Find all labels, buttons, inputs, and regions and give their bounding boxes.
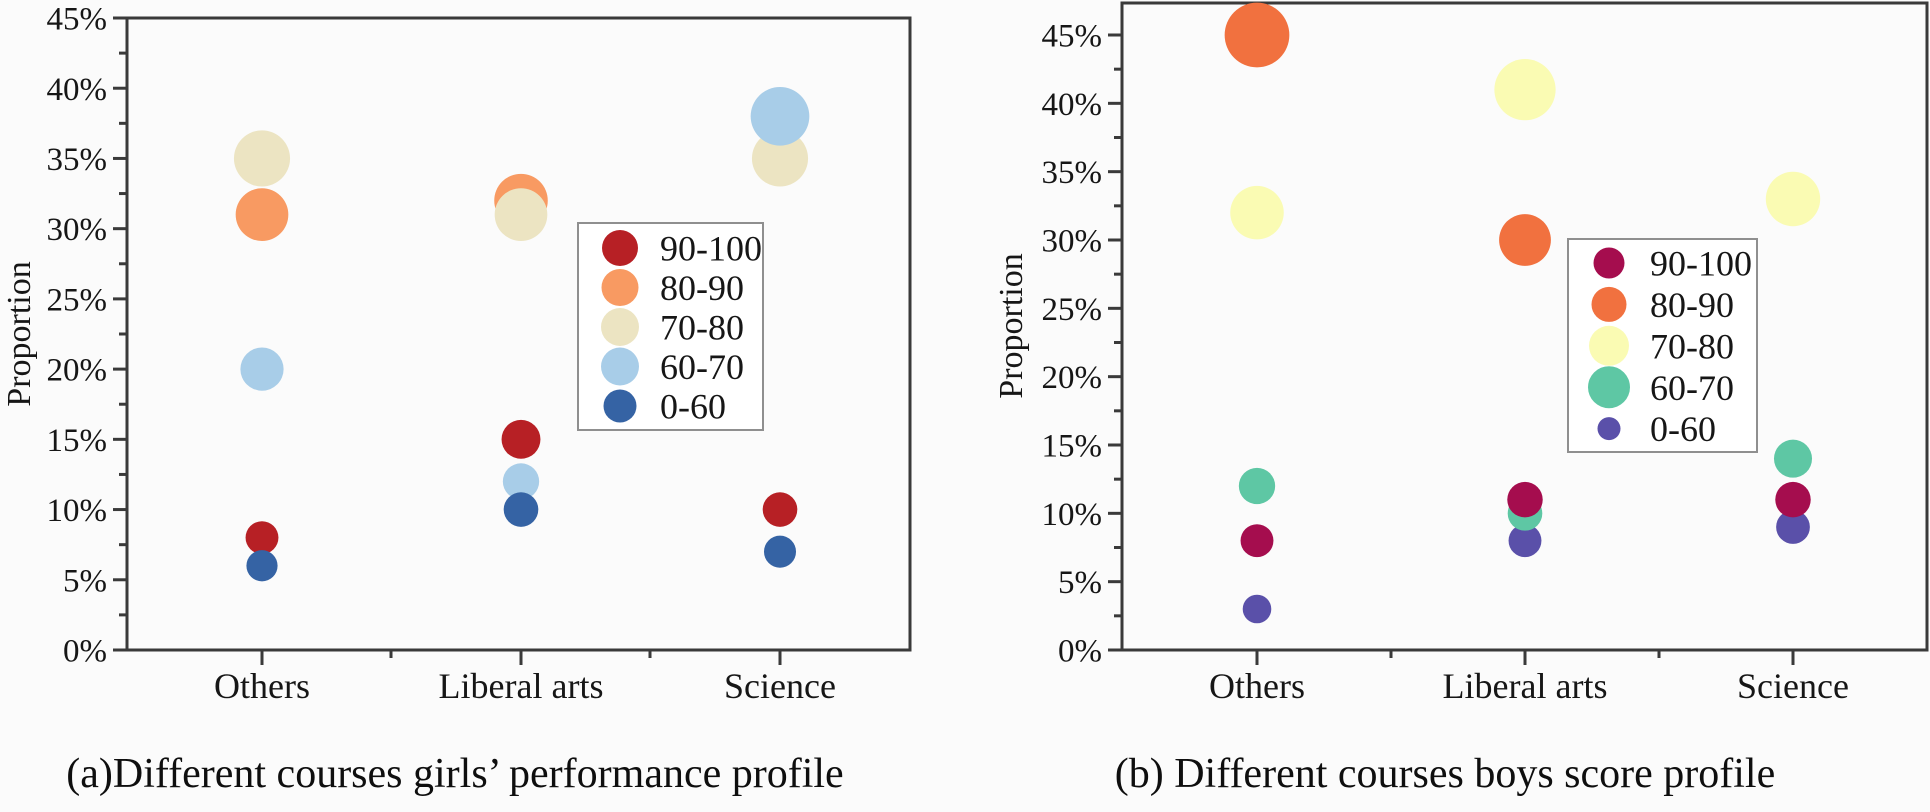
bubble-90-100-others bbox=[1240, 524, 1274, 558]
legend-swatch-90-100 bbox=[602, 230, 638, 266]
chart-b-caption: (b) Different courses boys score profile bbox=[1114, 751, 1776, 797]
y-tick-label: 10% bbox=[47, 493, 108, 529]
bubble-90-100-liberal-arts bbox=[501, 419, 541, 459]
y-tick-label: 5% bbox=[1058, 565, 1102, 601]
bubble-60-70-others bbox=[240, 347, 284, 391]
bubble-90-100-liberal-arts bbox=[1507, 481, 1543, 518]
bubble-70-80-liberal-arts bbox=[494, 188, 548, 241]
legend-swatch-60-70 bbox=[601, 347, 639, 386]
legend-label-60-70: 60-70 bbox=[1650, 368, 1734, 408]
legend-label-80-90: 80-90 bbox=[660, 268, 744, 308]
bubble-0-60-science bbox=[763, 535, 797, 568]
y-tick-label: 10% bbox=[1042, 497, 1103, 533]
y-axis-title: Proportion bbox=[993, 253, 1030, 398]
legend-swatch-80-90 bbox=[601, 269, 639, 306]
y-tick-label: 40% bbox=[1042, 87, 1103, 123]
bubble-0-60-liberal-arts bbox=[503, 492, 539, 527]
legend-swatch-60-70 bbox=[1588, 366, 1630, 409]
bubble-0-60-others bbox=[246, 550, 278, 582]
y-tick-label: 30% bbox=[1042, 224, 1103, 260]
bubble-80-90-others bbox=[235, 188, 289, 241]
y-tick-label: 35% bbox=[1042, 155, 1103, 191]
bubble-80-90-others bbox=[1224, 2, 1290, 68]
y-axis-title: Proportion bbox=[1, 261, 38, 406]
bubble-60-70-liberal-arts bbox=[502, 463, 540, 500]
legend-swatch-70-80 bbox=[1589, 325, 1629, 366]
chart-a-caption: (a)Different courses girls’ performance … bbox=[66, 751, 844, 797]
y-tick-label: 0% bbox=[1058, 634, 1102, 670]
y-tick-label: 15% bbox=[47, 423, 108, 459]
bubble-60-70-others bbox=[1238, 467, 1276, 505]
y-tick-label: 0% bbox=[63, 634, 107, 670]
legend-label-80-90: 80-90 bbox=[1650, 285, 1734, 325]
bubble-60-70-science bbox=[750, 86, 810, 146]
y-tick-label: 5% bbox=[63, 563, 107, 599]
bubble-70-80-science bbox=[751, 130, 809, 187]
legend-label-70-80: 70-80 bbox=[1650, 326, 1734, 366]
chart-a: 0% 5% 10% 15% 20% 25% 30% 35% 40% 45% Others Libera… bbox=[1, 2, 912, 706]
legend-swatch-70-80 bbox=[601, 308, 639, 346]
x-category-label: Science bbox=[724, 666, 836, 706]
legend-swatch-80-90 bbox=[1591, 286, 1627, 322]
bubble-0-60-others bbox=[1242, 594, 1272, 624]
legend-swatch-0-60 bbox=[1597, 417, 1621, 441]
legend-label-70-80: 70-80 bbox=[660, 308, 744, 348]
y-tick-label: 35% bbox=[47, 142, 108, 178]
bubble-90-100-others bbox=[245, 521, 279, 555]
x-category-label: Liberal arts bbox=[439, 666, 604, 706]
y-tick-label: 45% bbox=[1042, 19, 1103, 55]
bubble-70-80-others bbox=[233, 130, 291, 187]
x-category-label: Others bbox=[1209, 666, 1305, 706]
bubble-90-100-science bbox=[762, 492, 798, 527]
plot-frame bbox=[1120, 1, 1929, 652]
legend-swatch-90-100 bbox=[1593, 247, 1625, 279]
y-tick-label: 25% bbox=[1042, 292, 1103, 328]
legend-label-0-60: 0-60 bbox=[1650, 409, 1716, 449]
y-tick-label: 15% bbox=[1042, 429, 1103, 465]
y-tick-label: 20% bbox=[47, 353, 108, 389]
legend-swatch-0-60 bbox=[603, 389, 637, 423]
bubble-70-80-others bbox=[1230, 185, 1284, 240]
bubble-90-100-science bbox=[1775, 481, 1811, 518]
x-category-label: Science bbox=[1737, 666, 1849, 706]
legend-label-60-70: 60-70 bbox=[660, 347, 744, 387]
bubble-0-60-science bbox=[1776, 510, 1810, 544]
y-tick-label: 40% bbox=[47, 72, 108, 108]
bubble-0-60-liberal-arts bbox=[1508, 524, 1542, 558]
y-tick-label: 20% bbox=[1042, 360, 1103, 396]
legend-label-90-100: 90-100 bbox=[1650, 244, 1752, 284]
y-tick-label: 45% bbox=[47, 2, 108, 38]
bubble-70-80-liberal-arts bbox=[1494, 59, 1556, 121]
x-category-label: Others bbox=[214, 666, 310, 706]
bubble-80-90-liberal-arts bbox=[1499, 214, 1551, 266]
legend-label-0-60: 0-60 bbox=[660, 387, 726, 427]
legend-label-90-100: 90-100 bbox=[660, 229, 762, 269]
y-tick-label: 30% bbox=[47, 212, 108, 248]
y-tick-label: 25% bbox=[47, 282, 108, 318]
bubble-60-70-science bbox=[1773, 439, 1813, 478]
chart-b: 0% 5% 10% 15% 20% 25% 30% 35% 40% 45% Others Libera… bbox=[993, 1, 1929, 706]
bubble-70-80-science bbox=[1765, 171, 1821, 227]
x-category-label: Liberal arts bbox=[1443, 666, 1608, 706]
